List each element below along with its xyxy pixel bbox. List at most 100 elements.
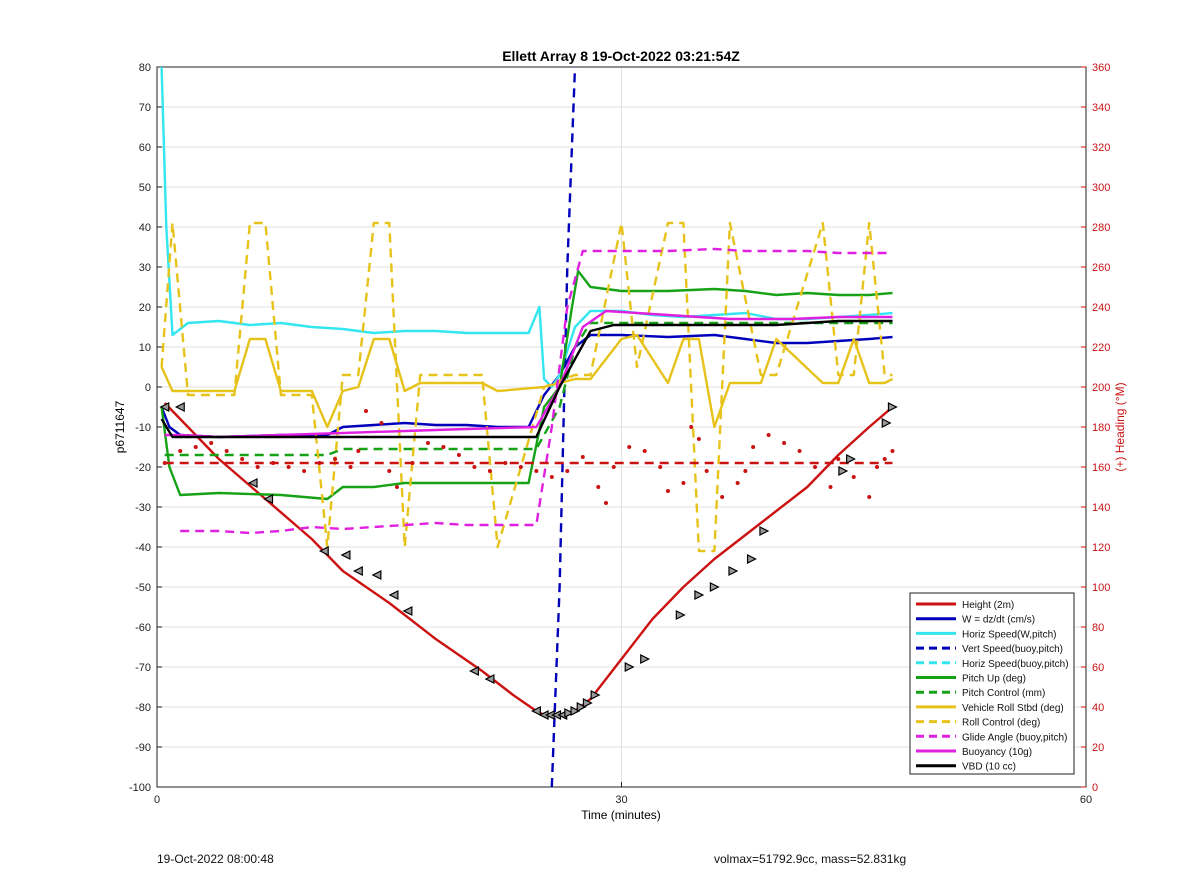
- height-marker: [759, 526, 770, 536]
- heading-point: [874, 465, 879, 469]
- heading-point: [851, 475, 856, 479]
- height-marker: [582, 698, 593, 708]
- heading-point: [751, 445, 756, 449]
- height-marker: [838, 466, 849, 476]
- y-tick-label: -30: [135, 502, 151, 514]
- heading-point: [836, 457, 841, 461]
- heading-point: [828, 485, 833, 489]
- y-tick-label: -80: [135, 702, 151, 714]
- heading-point: [425, 441, 430, 445]
- heading-point: [743, 469, 748, 473]
- heading-point: [782, 441, 787, 445]
- heading-point: [387, 469, 392, 473]
- series-glide-angle-buoy-pitch: [180, 247, 893, 535]
- right-axis-ticks: 0 20 40 60 80 100 120 140 160 180 200 220 240 260 280 3…: [1081, 62, 1110, 794]
- height-marker: [318, 546, 329, 556]
- height-marker: [402, 606, 413, 616]
- legend-label: Horiz Speed(W,pitch): [962, 629, 1056, 640]
- y-tick-label: -70: [135, 662, 151, 674]
- series-pitch-up-deg: [160, 269, 893, 501]
- heading-point: [503, 461, 508, 465]
- y-right-tick-label: 200: [1092, 382, 1110, 394]
- y-right-tick-label: 120: [1092, 542, 1110, 554]
- heading-point: [658, 465, 663, 469]
- height-marker: [887, 402, 898, 412]
- legend-label: Roll Control (deg): [962, 718, 1040, 729]
- legend-label: VBD (10 cc): [962, 762, 1016, 773]
- height-marker: [484, 674, 495, 684]
- heading-point: [604, 501, 609, 505]
- height-marker: [564, 708, 575, 718]
- y-tick-label: -10: [135, 422, 151, 434]
- series-vehicle-roll-stbd-deg: [160, 333, 894, 429]
- height-marker: [624, 662, 635, 672]
- y-right-tick-label: 20: [1092, 742, 1104, 754]
- height-marker: [159, 402, 170, 412]
- heading-point: [487, 469, 492, 473]
- height-marker: [352, 566, 363, 576]
- heading-point: [364, 409, 369, 413]
- series-roll-control-deg: [160, 221, 893, 553]
- heading-point: [890, 449, 895, 453]
- heading-point: [302, 469, 307, 473]
- legend-label: Vehicle Roll Stbd (deg): [962, 703, 1064, 714]
- y-tick-label: -40: [135, 542, 151, 554]
- height-marker: [570, 706, 581, 716]
- height-marker: [340, 550, 351, 560]
- height-marker: [174, 402, 185, 412]
- x-axis-label: Time (minutes): [581, 808, 661, 822]
- left-axis-ticks: -100-90-80-70-60-50-40-30-20-10010203040…: [129, 62, 162, 794]
- y-tick-label: 50: [139, 182, 151, 194]
- heading-point: [286, 465, 291, 469]
- heading-point: [356, 449, 361, 453]
- heading-point: [611, 465, 616, 469]
- x-tick-label: 30: [615, 794, 627, 806]
- heading-point: [348, 465, 353, 469]
- series-vbd-10-cc: [160, 319, 893, 439]
- legend-label: Horiz Speed(buoy,pitch): [962, 659, 1069, 670]
- y-right-tick-label: 300: [1092, 182, 1110, 194]
- heading-point: [441, 445, 446, 449]
- height-marker: [640, 654, 651, 664]
- heading-point: [209, 441, 214, 445]
- heading-point: [240, 457, 245, 461]
- y-tick-label: 40: [139, 222, 151, 234]
- x-axis-ticks: 0 30 60: [154, 782, 1092, 806]
- heading-point: [735, 481, 740, 485]
- y-tick-label: -100: [129, 782, 151, 794]
- legend-label: W = dz/dt (cm/s): [962, 615, 1035, 626]
- y-right-tick-label: 60: [1092, 662, 1104, 674]
- heading-point: [193, 445, 198, 449]
- y-tick-label: 30: [139, 262, 151, 274]
- heading-point: [178, 449, 183, 453]
- height-marker: [746, 554, 757, 564]
- footer-vehicle-stats: volmax=51792.9cc, mass=52.831kg: [714, 852, 907, 866]
- heading-point: [797, 449, 802, 453]
- y-axis-label: p6711647: [113, 400, 127, 453]
- y-right-tick-label: 100: [1092, 582, 1110, 594]
- heading-point: [472, 465, 477, 469]
- y-right-tick-label: 260: [1092, 262, 1110, 274]
- legend: Height (2m) W = dz/dt (cm/s) Horiz Speed(W…: [909, 592, 1075, 775]
- y-right-tick-label: 220: [1092, 342, 1110, 354]
- heading-point: [882, 457, 887, 461]
- footer-timestamp: 19-Oct-2022 08:00:48: [157, 852, 274, 866]
- height-marker: [388, 590, 399, 600]
- x-tick-label: 60: [1080, 794, 1092, 806]
- height-marker: [469, 666, 480, 676]
- heading-point: [255, 465, 260, 469]
- legend-label: Height (2m): [962, 600, 1014, 611]
- x-tick-label: 0: [154, 794, 160, 806]
- height-marker: [846, 454, 856, 464]
- y-right-tick-label: 180: [1092, 422, 1110, 434]
- y-tick-label: 80: [139, 62, 151, 74]
- height-marker: [531, 706, 541, 716]
- height-marker: [881, 418, 892, 428]
- legend-label: Vert Speed(buoy,pitch): [962, 644, 1063, 655]
- y-right-tick-label: 160: [1092, 462, 1110, 474]
- height-marker: [247, 478, 258, 488]
- y-tick-label: 0: [145, 382, 151, 394]
- heading-point: [642, 449, 647, 453]
- y-right-tick-label: 40: [1092, 702, 1104, 714]
- y-tick-label: -50: [135, 582, 151, 594]
